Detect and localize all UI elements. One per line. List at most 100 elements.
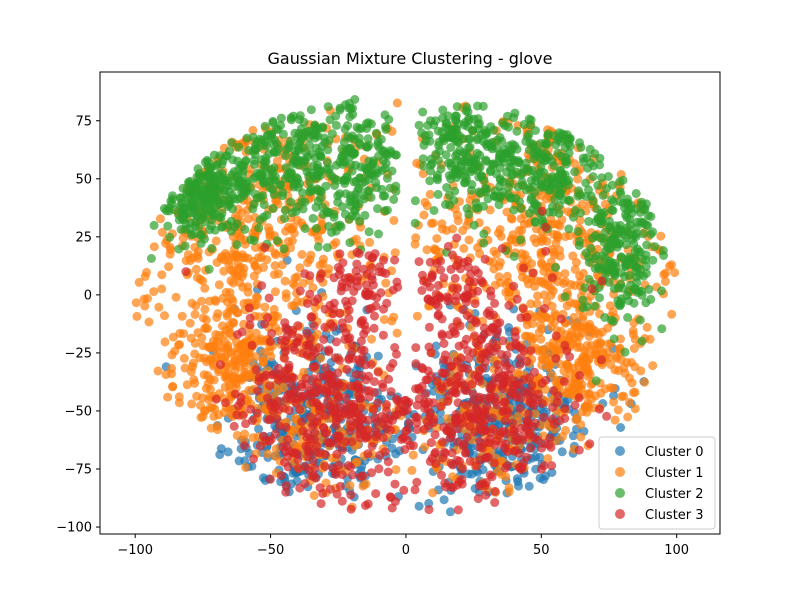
- data-point-cluster-3: [387, 503, 397, 513]
- data-point-cluster-3: [320, 461, 330, 471]
- data-point-cluster-2: [418, 107, 428, 117]
- data-point-cluster-2: [531, 126, 540, 135]
- data-point-cluster-3: [335, 355, 344, 365]
- data-point-cluster-2: [604, 277, 614, 287]
- data-point-cluster-3: [480, 425, 490, 435]
- data-point-cluster-3: [512, 435, 522, 445]
- data-point-cluster-1: [270, 248, 280, 258]
- data-point-cluster-3: [383, 457, 393, 467]
- data-point-cluster-1: [566, 280, 576, 289]
- data-point-cluster-2: [650, 242, 660, 252]
- data-point-cluster-2: [260, 121, 270, 131]
- data-point-cluster-3: [305, 289, 315, 299]
- data-point-cluster-3: [443, 378, 453, 388]
- data-point-cluster-2: [437, 127, 447, 137]
- data-point-cluster-1: [491, 249, 501, 259]
- data-point-cluster-1: [206, 423, 216, 433]
- data-point-cluster-1: [222, 251, 231, 261]
- data-point-cluster-3: [293, 455, 303, 465]
- data-point-cluster-3: [354, 249, 364, 259]
- data-point-cluster-1: [193, 328, 203, 338]
- data-point-cluster-2: [261, 137, 270, 147]
- data-point-cluster-3: [552, 397, 562, 407]
- data-point-cluster-3: [425, 408, 435, 418]
- data-point-cluster-3: [361, 360, 371, 370]
- data-point-cluster-1: [179, 353, 189, 363]
- data-point-cluster-2: [638, 229, 648, 239]
- data-point-cluster-3: [466, 269, 476, 279]
- data-point-cluster-2: [620, 347, 630, 357]
- data-point-cluster-3: [333, 394, 343, 404]
- data-point-cluster-3: [337, 445, 347, 455]
- data-point-cluster-3: [473, 494, 483, 504]
- data-point-cluster-2: [505, 148, 514, 157]
- data-point-cluster-1: [253, 293, 262, 303]
- data-point-cluster-1: [295, 263, 305, 273]
- data-point-cluster-3: [363, 425, 372, 435]
- data-point-cluster-3: [257, 281, 267, 291]
- data-point-cluster-3: [454, 341, 464, 351]
- data-point-cluster-3: [376, 412, 386, 421]
- data-point-cluster-3: [446, 362, 456, 372]
- data-point-cluster-1: [594, 329, 604, 339]
- data-point-cluster-2: [300, 197, 310, 207]
- data-point-cluster-1: [665, 261, 674, 271]
- data-point-cluster-3: [470, 316, 480, 326]
- data-point-cluster-2: [382, 173, 392, 183]
- data-point-cluster-3: [410, 485, 420, 495]
- data-point-cluster-3: [388, 358, 398, 368]
- data-point-cluster-1: [262, 255, 272, 265]
- data-point-cluster-1: [533, 346, 543, 356]
- data-point-cluster-1: [418, 169, 428, 179]
- data-point-cluster-2: [476, 130, 486, 140]
- data-point-cluster-2: [280, 205, 290, 215]
- data-point-cluster-2: [477, 171, 487, 180]
- data-point-cluster-2: [298, 204, 308, 214]
- data-point-cluster-3: [324, 345, 334, 355]
- data-point-cluster-1: [134, 277, 144, 287]
- data-point-cluster-2: [634, 247, 644, 257]
- data-point-cluster-3: [310, 297, 320, 307]
- data-point-cluster-3: [461, 447, 471, 457]
- data-point-cluster-3: [281, 481, 291, 491]
- data-point-cluster-3: [371, 489, 381, 499]
- data-point-cluster-2: [299, 117, 309, 127]
- data-point-cluster-2: [268, 116, 278, 126]
- data-point-cluster-3: [502, 377, 512, 387]
- data-point-cluster-3: [444, 293, 453, 303]
- data-point-cluster-3: [502, 350, 512, 360]
- data-point-cluster-3: [265, 400, 275, 410]
- data-point-cluster-2: [410, 218, 420, 228]
- data-point-cluster-3: [364, 386, 374, 396]
- data-point-cluster-1: [203, 342, 213, 352]
- data-point-cluster-2: [208, 207, 218, 217]
- data-point-cluster-1: [270, 261, 280, 271]
- data-point-cluster-3: [519, 263, 529, 273]
- data-point-cluster-1: [225, 380, 234, 390]
- data-point-cluster-2: [294, 144, 304, 154]
- data-point-cluster-3: [514, 380, 524, 390]
- data-point-cluster-3: [297, 417, 307, 427]
- data-point-cluster-2: [286, 136, 295, 146]
- data-point-cluster-3: [549, 419, 559, 429]
- data-point-cluster-2: [432, 173, 442, 183]
- data-point-cluster-1: [250, 243, 260, 252]
- data-point-cluster-3: [300, 479, 310, 488]
- data-point-cluster-1: [553, 219, 563, 229]
- data-point-cluster-2: [648, 227, 658, 237]
- data-point-cluster-2: [345, 143, 355, 153]
- data-point-cluster-3: [263, 393, 272, 403]
- data-point-cluster-1: [289, 440, 299, 450]
- data-point-cluster-2: [301, 147, 311, 157]
- data-point-cluster-3: [551, 331, 561, 341]
- data-point-cluster-1: [560, 269, 570, 279]
- data-point-cluster-1: [231, 382, 241, 392]
- data-point-cluster-2: [568, 212, 578, 222]
- data-point-cluster-2: [380, 163, 390, 173]
- data-point-cluster-3: [559, 376, 569, 386]
- data-point-cluster-1: [546, 290, 556, 300]
- data-point-cluster-1: [660, 277, 670, 286]
- data-point-cluster-3: [303, 298, 312, 308]
- legend-marker-cluster-1: [615, 467, 625, 477]
- data-point-cluster-3: [541, 222, 551, 232]
